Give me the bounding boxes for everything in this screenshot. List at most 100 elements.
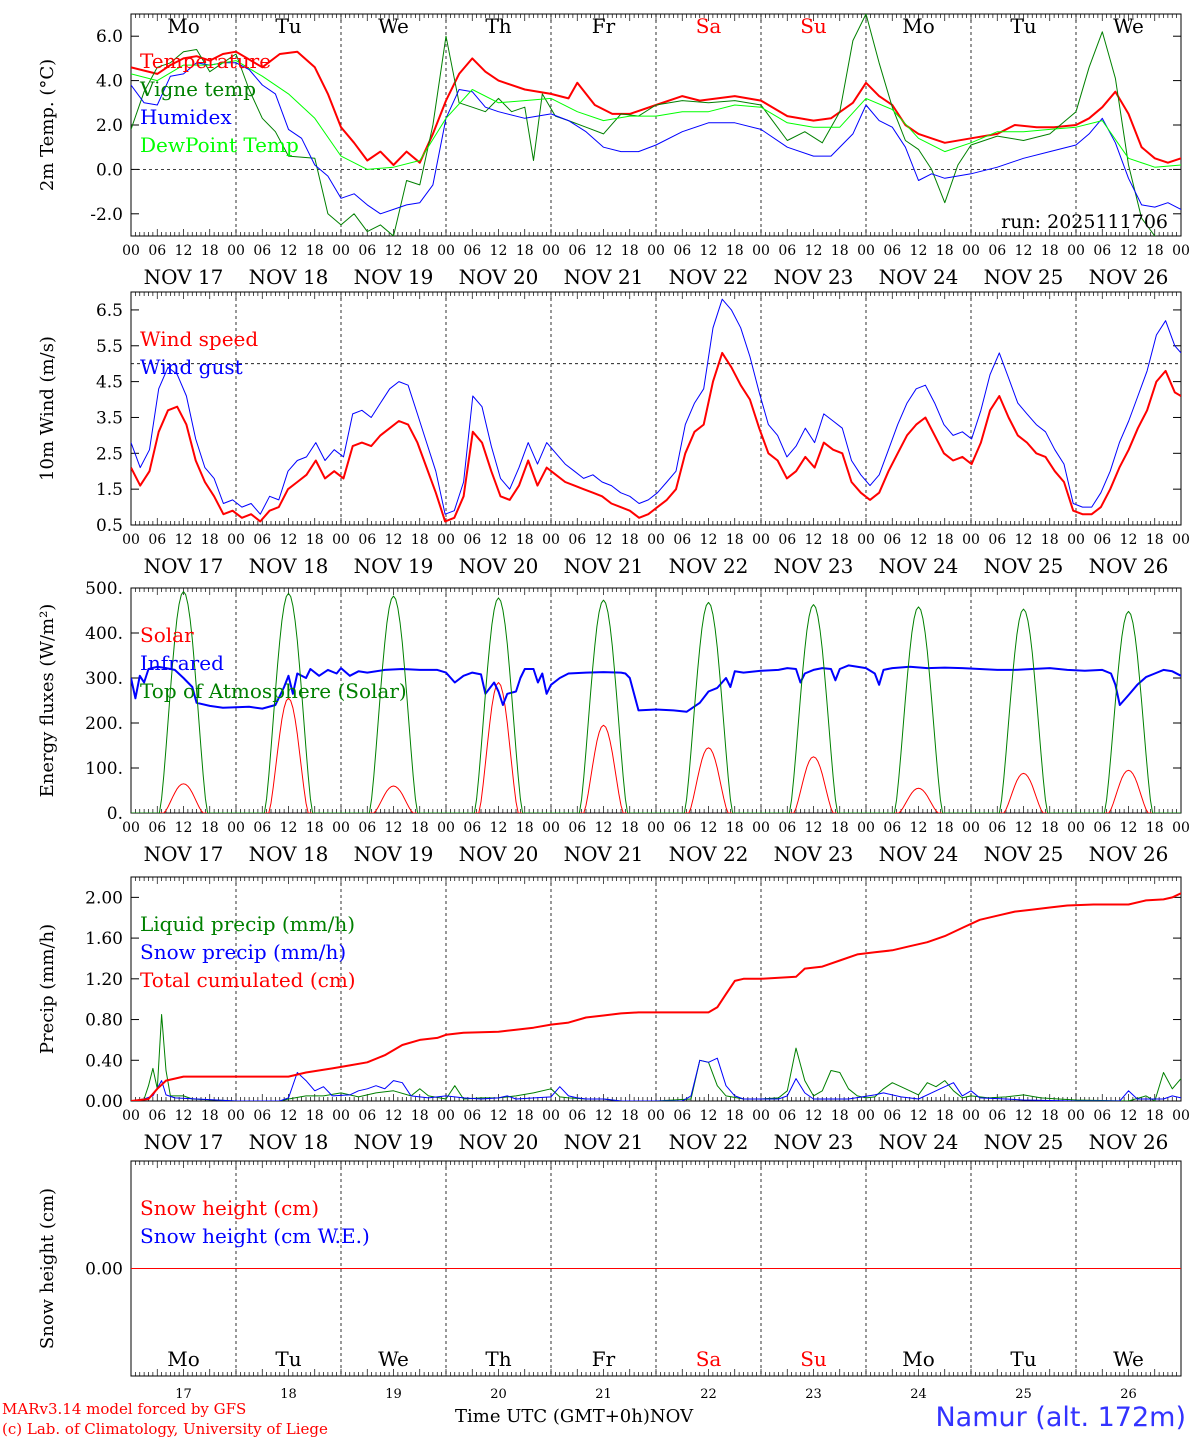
hour-tick-label: 18 xyxy=(1041,532,1059,548)
series-solar xyxy=(131,682,1181,813)
hour-tick-label: 06 xyxy=(463,532,481,548)
hour-tick-label: 06 xyxy=(1093,532,1111,548)
legend-entry: Solar xyxy=(140,623,194,647)
hour-tick-label: 06 xyxy=(778,820,796,836)
weekday-label-top: Sa xyxy=(696,14,722,38)
panel-temp: -2.0 0.0 2.0 4.0 6.0 2m Temp. (°C) Temperature… xyxy=(37,13,1190,289)
hour-tick-label: 00 xyxy=(1172,532,1190,548)
hour-tick-label: 00 xyxy=(437,1108,455,1124)
weekday-label-bottom: Fr xyxy=(592,1347,616,1371)
hour-tick-label: 06 xyxy=(673,532,691,548)
hour-tick-label: 18 xyxy=(936,820,954,836)
hour-tick-label: 12 xyxy=(385,1108,403,1124)
y-tick-label: 2.0 xyxy=(96,116,123,136)
hour-tick-label: 06 xyxy=(778,1108,796,1124)
hour-tick-label: 00 xyxy=(647,532,665,548)
hour-tick-label: 18 xyxy=(201,532,219,548)
hour-tick-label: 18 xyxy=(411,532,429,548)
hour-tick-label: 06 xyxy=(148,820,166,836)
hour-tick-label: 00 xyxy=(437,532,455,548)
hour-tick-label: 06 xyxy=(988,820,1006,836)
date-label: NOV 21 xyxy=(564,842,644,866)
hour-tick-label: 00 xyxy=(227,243,245,259)
hour-tick-label: 12 xyxy=(700,243,718,259)
hour-tick-label: 00 xyxy=(122,1108,140,1124)
hour-tick-label: 12 xyxy=(1015,532,1033,548)
legend-entry: Temperature xyxy=(140,49,271,73)
date-label: NOV 25 xyxy=(984,842,1064,866)
hour-tick-label: 12 xyxy=(700,532,718,548)
hour-tick-label: 06 xyxy=(568,1108,586,1124)
day-number-label: 23 xyxy=(805,1387,822,1402)
hour-tick-label: 12 xyxy=(910,820,928,836)
hour-tick-label: 18 xyxy=(936,532,954,548)
hour-tick-label: 00 xyxy=(542,243,560,259)
hour-tick-label: 00 xyxy=(437,243,455,259)
date-label: NOV 24 xyxy=(879,265,959,289)
date-label: NOV 26 xyxy=(1089,1130,1169,1154)
hour-tick-label: 00 xyxy=(1172,243,1190,259)
hour-tick-label: 00 xyxy=(857,1108,875,1124)
hour-tick-label: 00 xyxy=(122,243,140,259)
x-axis-month: NOV xyxy=(649,1406,694,1427)
day-number-label: 18 xyxy=(280,1387,297,1402)
hour-tick-label: 00 xyxy=(542,1108,560,1124)
hour-tick-label: 12 xyxy=(490,820,508,836)
hour-tick-label: 00 xyxy=(857,532,875,548)
hour-tick-label: 00 xyxy=(542,820,560,836)
hour-tick-label: 00 xyxy=(122,820,140,836)
y-tick-label: 0.80 xyxy=(85,1011,123,1031)
hour-tick-label: 18 xyxy=(726,820,744,836)
hour-tick-label: 12 xyxy=(805,532,823,548)
y-tick-label: 1.60 xyxy=(85,929,123,949)
hour-tick-label: 18 xyxy=(831,820,849,836)
hour-tick-label: 12 xyxy=(700,820,718,836)
hour-tick-label: 06 xyxy=(778,532,796,548)
hour-tick-label: 06 xyxy=(988,243,1006,259)
weekday-label-top: Mo xyxy=(902,14,935,38)
hour-tick-label: 00 xyxy=(1067,243,1085,259)
date-label: NOV 20 xyxy=(459,554,539,578)
date-label: NOV 18 xyxy=(249,842,329,866)
y-tick-label: 1.20 xyxy=(85,970,123,990)
weekday-label-bottom: Mo xyxy=(902,1347,935,1371)
date-label: NOV 20 xyxy=(459,842,539,866)
y-tick-label: 500. xyxy=(85,579,123,599)
day-number-label: 25 xyxy=(1015,1387,1032,1402)
hour-tick-label: 18 xyxy=(1146,820,1164,836)
hour-tick-label: 06 xyxy=(358,532,376,548)
hour-tick-label: 00 xyxy=(962,820,980,836)
y-tick-label: 6.5 xyxy=(96,301,123,321)
hour-tick-label: 00 xyxy=(1172,1108,1190,1124)
hour-tick-label: 18 xyxy=(621,1108,639,1124)
hour-tick-label: 00 xyxy=(752,1108,770,1124)
date-label: NOV 17 xyxy=(144,554,224,578)
hour-tick-label: 06 xyxy=(568,532,586,548)
y-tick-label: 2.5 xyxy=(96,444,123,464)
hour-tick-label: 00 xyxy=(857,820,875,836)
hour-tick-label: 18 xyxy=(306,820,324,836)
legend-entry: Snow height (cm) xyxy=(140,1196,319,1220)
hour-tick-label: 18 xyxy=(621,243,639,259)
hour-tick-label: 06 xyxy=(358,1108,376,1124)
hour-tick-label: 18 xyxy=(831,243,849,259)
series-total-cumulated-cm- xyxy=(131,892,1181,1101)
y-axis-title: Energy fluxes (W/m²) xyxy=(37,604,58,798)
y-tick-label: 0. xyxy=(107,804,123,824)
hour-tick-label: 12 xyxy=(280,1108,298,1124)
day-number-label: 17 xyxy=(175,1387,192,1402)
date-label: NOV 26 xyxy=(1089,554,1169,578)
panel-snow: 0.00 Snow height (cm) Snow height (cm) Snow… xyxy=(37,1160,1182,1402)
hour-tick-label: 06 xyxy=(988,532,1006,548)
weekday-label-bottom: Th xyxy=(485,1347,511,1371)
hour-tick-label: 18 xyxy=(726,243,744,259)
hour-tick-label: 06 xyxy=(883,243,901,259)
station-name: Namur (alt. 172m) xyxy=(935,1402,1186,1433)
series-liquid-precip-mm-h- xyxy=(131,1014,1181,1101)
hour-tick-label: 06 xyxy=(1093,820,1111,836)
y-tick-label: 0.0 xyxy=(96,160,123,180)
weekday-label-top: Fr xyxy=(592,14,616,38)
series-infrared xyxy=(131,664,1181,713)
hour-tick-label: 06 xyxy=(463,820,481,836)
hour-tick-label: 18 xyxy=(1146,532,1164,548)
